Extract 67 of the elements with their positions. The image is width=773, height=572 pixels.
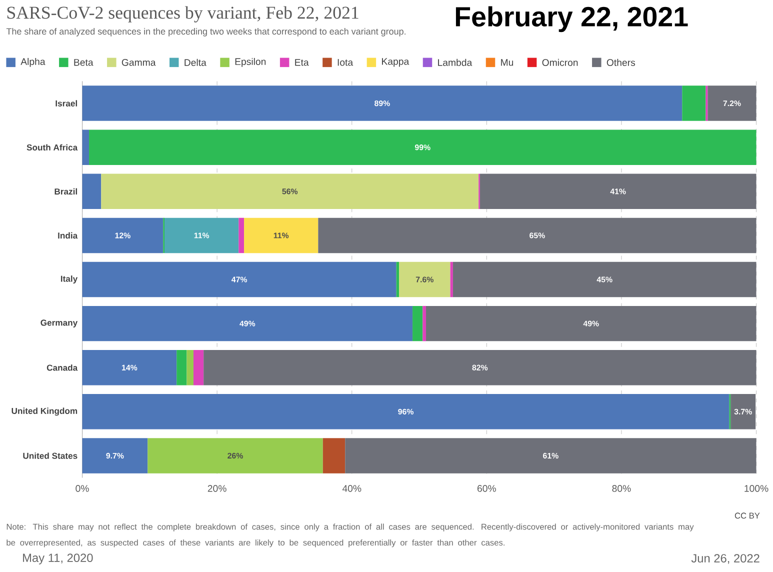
legend-label: Delta bbox=[184, 58, 206, 66]
legend-label: Gamma bbox=[122, 59, 156, 66]
x-tick-label: 0% bbox=[76, 485, 89, 492]
bar bbox=[82, 174, 102, 210]
bar bbox=[318, 218, 756, 254]
bar bbox=[164, 218, 239, 254]
bar bbox=[396, 262, 400, 298]
text: Note: This share may not reflect the complete breakdown of cases, since only a fraction of all cases are sequenced. Recently-discovered or actively-monitored variants may be overrepresented, as suspected cases of these variants are likely to be sequenced preferentially or faster than other cases. bbox=[6, 524, 694, 548]
y-tick-label: India bbox=[58, 232, 78, 239]
bar bbox=[82, 438, 148, 474]
bar bbox=[399, 262, 450, 298]
legend-label: Epsilon bbox=[235, 58, 266, 67]
text: May 11, 2020 bbox=[23, 554, 93, 564]
y-tick-label: United States bbox=[23, 452, 78, 459]
bar bbox=[480, 174, 756, 210]
x-tick-label: 40% bbox=[342, 485, 362, 492]
legend-label: Others bbox=[606, 58, 636, 66]
bar bbox=[204, 350, 756, 386]
bar bbox=[422, 306, 426, 342]
y-tick-label: Brazil bbox=[54, 188, 77, 195]
bar bbox=[322, 438, 346, 474]
bar bbox=[82, 350, 177, 386]
bar bbox=[426, 306, 756, 342]
bar bbox=[708, 86, 756, 121]
bar bbox=[82, 394, 730, 430]
chart-subtitle: The share of analyzed sequences in the preceding two weeks that correspond to each variant group. bbox=[6, 28, 406, 36]
bar bbox=[345, 438, 756, 474]
y-tick-label: Germany bbox=[40, 320, 78, 328]
bar bbox=[148, 438, 323, 474]
legend-label: Iota bbox=[338, 59, 354, 66]
legend-label: Alpha bbox=[20, 58, 46, 67]
legend-label: Beta bbox=[74, 59, 94, 66]
bar bbox=[412, 306, 423, 342]
bar bbox=[244, 218, 318, 254]
x-tick-label: 100% bbox=[744, 485, 768, 492]
y-tick-label: South Africa bbox=[26, 144, 78, 151]
legend-label: Omicron bbox=[542, 58, 578, 66]
bar bbox=[176, 350, 187, 386]
bar bbox=[450, 262, 453, 298]
bar bbox=[186, 350, 194, 386]
y-tick-label: Israel bbox=[56, 100, 77, 106]
bar bbox=[730, 394, 756, 430]
legend-label: Eta bbox=[295, 59, 309, 66]
y-tick-label: United Kingdom bbox=[12, 408, 78, 416]
text: February 22, 2021 bbox=[456, 6, 688, 32]
bar bbox=[452, 262, 756, 298]
bar bbox=[193, 350, 204, 386]
y-tick-label: Italy bbox=[60, 276, 78, 284]
legend-label: Kappa bbox=[382, 58, 410, 67]
legend-label: Mu bbox=[501, 59, 514, 66]
bar bbox=[82, 306, 413, 342]
bar bbox=[89, 130, 756, 166]
text: Jun 26, 2022 bbox=[691, 554, 760, 564]
legend-label: Lambda bbox=[438, 58, 472, 66]
bar bbox=[82, 130, 90, 166]
x-tick-label: 80% bbox=[612, 485, 631, 492]
bar bbox=[82, 262, 396, 298]
y-tick-label: Canada bbox=[46, 364, 78, 371]
bar bbox=[82, 86, 682, 121]
bar bbox=[82, 218, 164, 254]
bar bbox=[682, 86, 706, 121]
x-tick-label: 60% bbox=[478, 485, 496, 492]
bar bbox=[238, 218, 244, 254]
bar bbox=[101, 174, 479, 210]
chart-title: SARS-CoV-2 sequences by variant, Feb 22, 2021 bbox=[7, 6, 358, 22]
x-tick-label: 20% bbox=[208, 485, 226, 492]
text: CC BY bbox=[734, 512, 760, 519]
